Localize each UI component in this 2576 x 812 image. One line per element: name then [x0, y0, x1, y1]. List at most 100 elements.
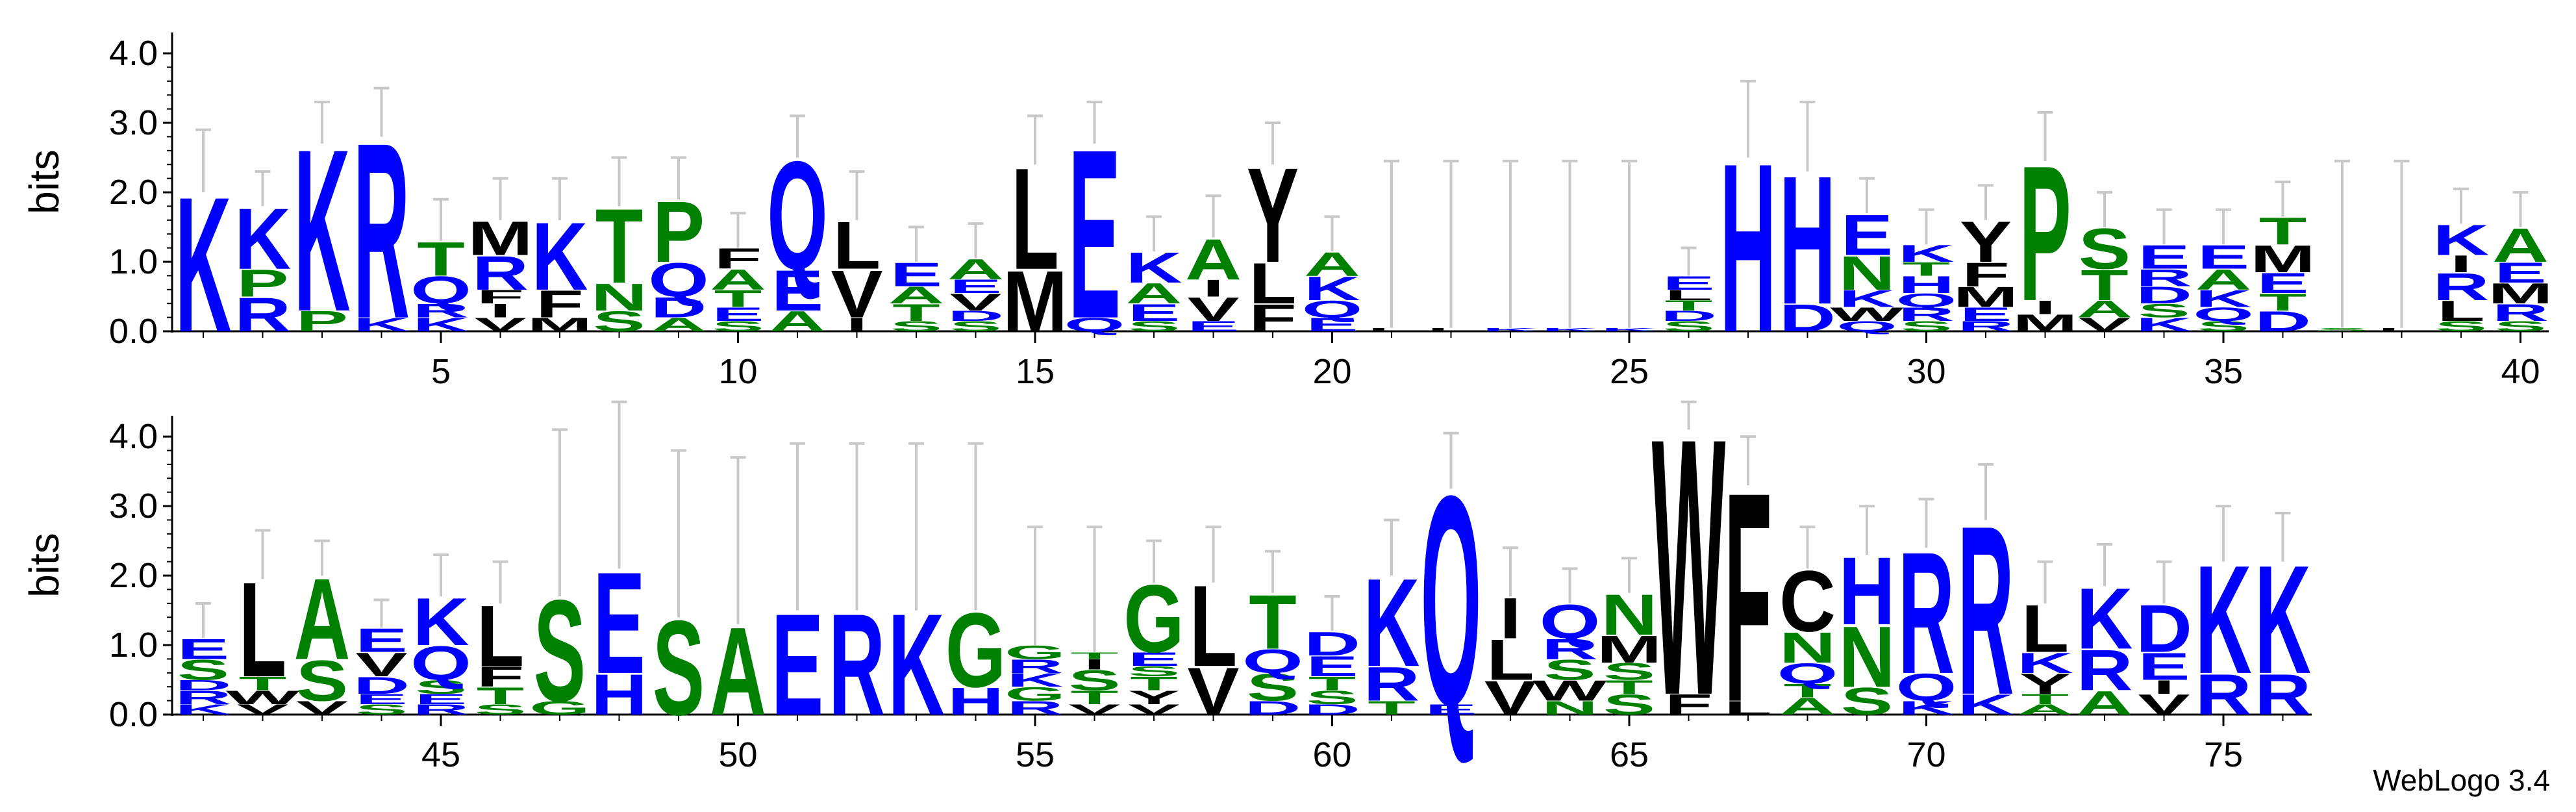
residue-letter-W: W: [1533, 675, 1607, 707]
logo-column-32: MIP: [2012, 111, 2078, 342]
residue-letter-R: R: [2195, 663, 2252, 727]
residue-letter-I: I: [1499, 586, 1521, 650]
residue-letter-F: F: [536, 283, 583, 325]
residue-letter-E: E: [415, 691, 467, 707]
residue-letter-S: S: [1128, 318, 1180, 335]
residue-letter-Q: Q: [2193, 303, 2254, 325]
residue-letter-V: V: [474, 314, 526, 335]
logo-column-73: ARK: [2077, 542, 2133, 722]
residue-letter-A: A: [710, 264, 766, 296]
logo-column-25: K: [1601, 159, 1657, 333]
residue-letter-Y: Y: [1960, 210, 2012, 274]
residue-letter-P: P: [296, 305, 348, 338]
residue-letter-S: S: [2138, 300, 2190, 322]
residue-letter-S: S: [415, 676, 467, 698]
x-tick-label: 70: [1907, 735, 1945, 774]
residue-letter-R: R: [234, 288, 291, 342]
residue-letter-E: E: [2257, 267, 2308, 299]
residue-letter-E: E: [890, 255, 942, 293]
logo-column-63: VLI: [1484, 546, 1536, 726]
residue-letter-S: S: [534, 570, 586, 731]
residue-letter-A: A: [2195, 264, 2252, 296]
residue-letter-Q: Q: [1896, 290, 1957, 311]
residue-letter-V: V: [2138, 689, 2190, 721]
residue-letter-K: K: [1542, 327, 1598, 332]
residue-letter-A: A: [710, 602, 766, 742]
residue-letter-W: W: [226, 687, 300, 708]
residue-letter-R: R: [1007, 655, 1064, 677]
residue-letter-L: L: [2437, 295, 2484, 327]
residue-letter-K: K: [1126, 244, 1182, 292]
residue-letter-G: G: [945, 591, 1007, 709]
residue-letter-S: S: [2316, 327, 2368, 332]
logo-column-62: EQ: [1421, 431, 1481, 768]
logo-column-8: SNT: [591, 156, 647, 338]
residue-letter-V: V: [355, 646, 407, 683]
residue-letter-N: N: [1779, 623, 1836, 672]
logo-column-22: L: [1427, 159, 1475, 333]
logo-column-51: E: [771, 442, 823, 745]
residue-letter-S: S: [593, 305, 645, 338]
residue-letter-E: E: [2138, 238, 2190, 276]
residue-letter-T: T: [2259, 210, 2307, 253]
y-axis-label: bits: [21, 533, 68, 598]
y-tick-label: 3.0: [109, 487, 158, 526]
residue-letter-E: E: [1187, 318, 1239, 335]
y-tick-label: 2.0: [109, 173, 158, 212]
residue-letter-T: T: [1784, 679, 1831, 701]
residue-letter-V: V: [296, 697, 348, 718]
residue-letter-N: N: [591, 276, 647, 319]
x-tick-label: 5: [431, 352, 451, 391]
residue-letter-S: S: [2079, 217, 2131, 281]
residue-letter-A: A: [888, 281, 945, 309]
residue-letter-R: R: [2077, 639, 2133, 703]
residue-letter-E: E: [2494, 257, 2546, 289]
residue-letter-F: F: [714, 243, 762, 275]
residue-letter-M: M: [2250, 238, 2315, 281]
logo-column-27: H: [1720, 79, 1777, 383]
residue-letter-L: L: [1724, 697, 1771, 718]
residue-letter-F: F: [1665, 689, 1712, 721]
residue-letter-W: W: [1652, 362, 1727, 772]
logo-column-52: R: [829, 442, 885, 745]
logo-column-43: VSA: [294, 539, 350, 718]
residue-letter-S: S: [1603, 658, 1655, 685]
residue-letter-V: V: [1484, 672, 1536, 726]
residue-letter-H: H: [1720, 113, 1777, 383]
residue-letter-T: T: [1071, 650, 1118, 661]
residue-letter-H: H: [1898, 271, 1955, 298]
logo-column-70: KQR: [1896, 498, 1957, 718]
residue-letter-P: P: [2019, 126, 2071, 342]
residue-letter-K: K: [2136, 314, 2192, 335]
residue-letter-E: E: [2138, 645, 2190, 688]
residue-letter-K: K: [175, 158, 232, 374]
logo-column-69: SNH: [1839, 505, 1895, 723]
residue-letter-D: D: [1660, 308, 1717, 324]
logo-column-38: L: [2378, 159, 2425, 333]
logo-column-53: K: [888, 442, 944, 745]
residue-letter-K: K: [2077, 570, 2133, 666]
residue-letter-L: L: [1190, 561, 1237, 691]
logo-column-16: QE: [1064, 99, 1125, 369]
residue-letter-E: E: [1306, 314, 1358, 335]
residue-letter-D: D: [2255, 305, 2311, 338]
residue-letter-M: M: [468, 212, 532, 266]
residue-letter-K: K: [1898, 697, 1955, 718]
residue-letter-I: I: [490, 300, 511, 322]
residue-letter-S: S: [2494, 318, 2546, 335]
residue-letter-S: S: [1900, 318, 1952, 335]
residue-letter-D: D: [651, 292, 707, 324]
residue-letter-K: K: [294, 101, 351, 360]
residue-letter-G: G: [1005, 642, 1066, 663]
residue-letter-H: H: [947, 680, 1004, 723]
residue-letter-M: M: [1003, 253, 1068, 349]
